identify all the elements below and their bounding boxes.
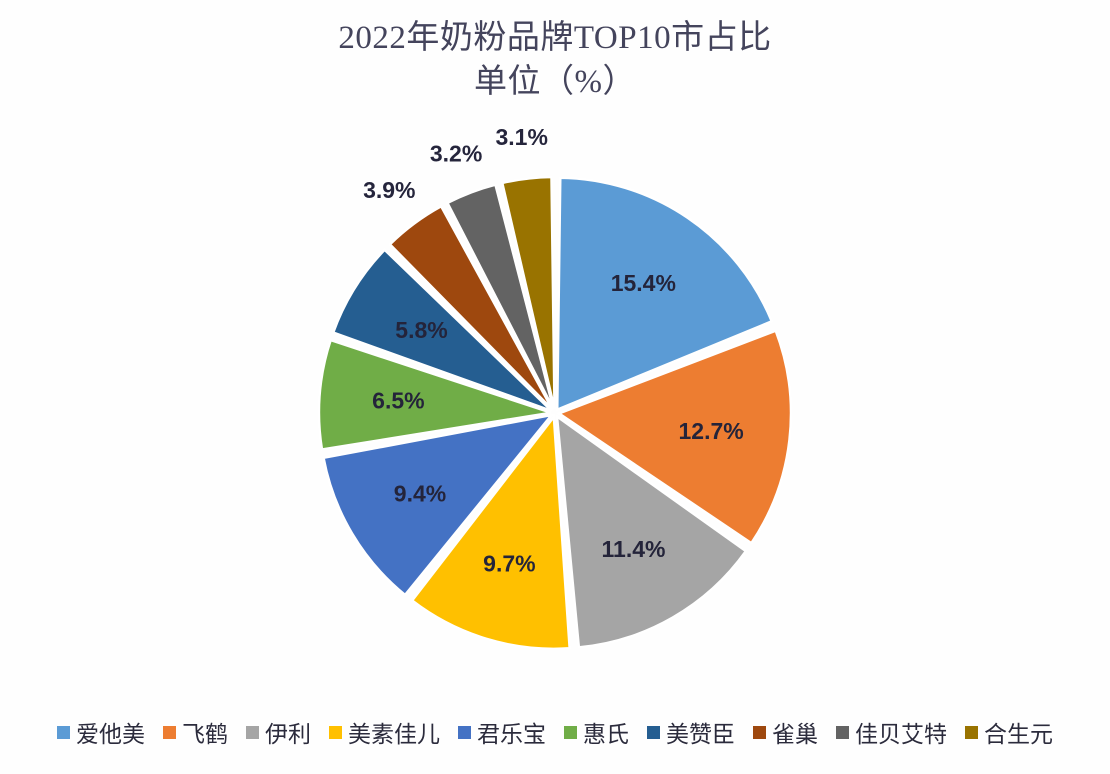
pie-slice-label: 6.5% [372,388,424,414]
pie-slice[interactable] [500,175,556,410]
legend-label: 君乐宝 [477,721,546,747]
legend-label: 惠氏 [583,721,629,747]
chart-area: 15.4% 12.7% 11.4% 9.7% 9.4% 6.5% 5.8% 3.9% 3.2% 3… [0,110,1110,700]
pie-slice[interactable] [322,413,555,597]
legend-swatch-icon [564,725,577,739]
legend-item[interactable]: 惠氏 [564,715,629,749]
legend-swatch-icon [163,725,176,739]
legend-swatch-icon [965,725,978,739]
pie-slices-group [317,175,793,651]
chart-title-block: 2022年奶粉品牌TOP10市占比 单位（%） [0,16,1110,104]
legend-label: 美赞臣 [666,721,735,747]
legend-swatch-icon [329,725,342,739]
legend-item[interactable]: 飞鹤 [163,715,228,749]
legend-label: 飞鹤 [182,721,228,747]
legend-label: 合生元 [984,721,1053,747]
pie-slice[interactable] [556,329,793,545]
pie-slice[interactable] [555,176,774,412]
legend-swatch-icon [836,725,849,739]
legend-label: 佳贝艾特 [855,721,947,747]
legend-swatch-icon [246,725,259,739]
pie-slice-label: 9.7% [483,550,535,576]
pie-slice-label: 3.9% [363,177,415,203]
legend-item[interactable]: 爱他美 [57,715,145,749]
pie-slice-label: 9.4% [394,480,446,506]
legend-label: 爱他美 [76,721,145,747]
legend-swatch-icon [753,725,766,739]
pie-slice[interactable] [410,413,571,651]
pie-slice-label: 3.2% [430,141,482,167]
pie-slice[interactable] [388,204,554,411]
pie-slice-label: 15.4% [611,270,676,296]
legend-item[interactable]: 雀巢 [753,715,818,749]
legend-item[interactable]: 美素佳儿 [329,715,440,749]
pie-slice[interactable] [317,338,552,451]
pie-slice-label: 5.8% [395,317,447,343]
legend-item[interactable]: 美赞臣 [647,715,735,749]
legend-item[interactable]: 君乐宝 [458,715,546,749]
legend-label: 伊利 [265,721,311,747]
pie-slice-label: 11.4% [602,536,666,562]
pie-labels-group: 15.4% 12.7% 11.4% 9.7% 9.4% 6.5% 5.8% 3.9% 3.2% 3… [363,124,744,576]
pie-slice[interactable] [445,183,555,410]
legend-label: 雀巢 [772,721,818,747]
legend-item[interactable]: 佳贝艾特 [836,715,947,749]
legend-label: 美素佳儿 [348,721,440,747]
legend-item[interactable]: 伊利 [246,715,311,749]
pie-slice-label: 12.7% [678,418,743,444]
legend-swatch-icon [57,725,70,739]
legend-swatch-icon [458,725,471,739]
pie-slice[interactable] [555,413,748,649]
pie-slice[interactable] [331,248,553,413]
page-subtitle: 单位（%） [474,64,636,100]
pie-slice-label: 3.1% [495,124,547,150]
chart-legend: 爱他美 飞鹤 伊利 美素佳儿 君乐宝 惠氏 美赞臣 雀巢 佳贝艾特 合生元 [0,715,1110,749]
page-title: 2022年奶粉品牌TOP10市占比 [338,20,772,56]
pie-chart-svg: 15.4% 12.7% 11.4% 9.7% 9.4% 6.5% 5.8% 3.9% 3.2% 3… [317,124,793,651]
legend-swatch-icon [647,725,660,739]
legend-item[interactable]: 合生元 [965,715,1053,749]
